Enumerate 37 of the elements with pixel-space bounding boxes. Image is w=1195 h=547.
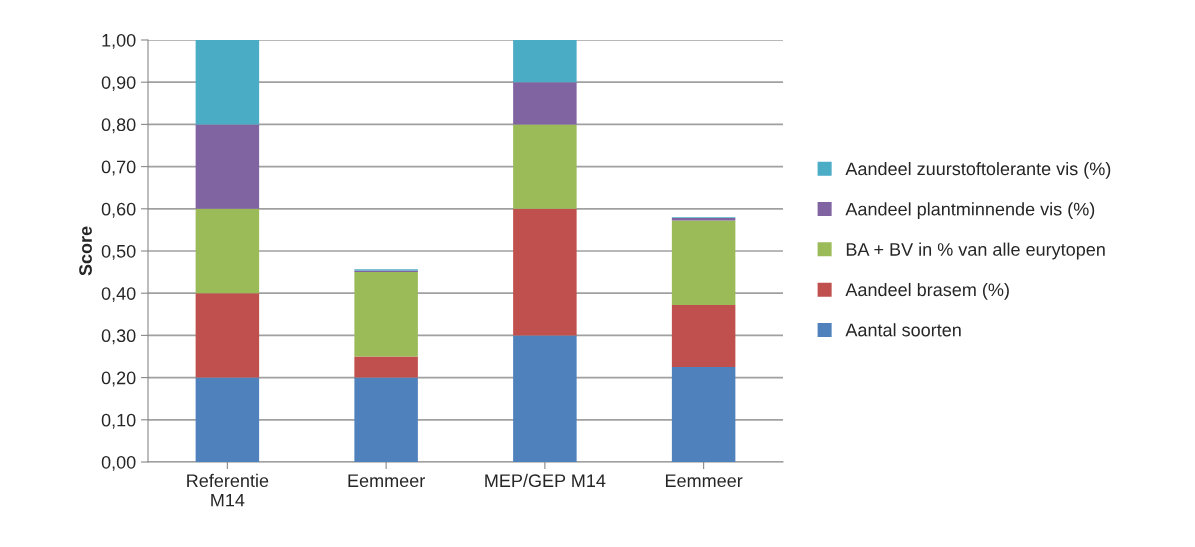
bar [513, 82, 577, 125]
legend-label: BA + BV in % van alle eurytopen [846, 242, 1105, 260]
bar [671, 220, 736, 306]
legend-label: Aantal soorten [845, 323, 961, 337]
bar [513, 40, 577, 83]
bar [513, 335, 577, 462]
y-axis-title: Score [79, 226, 92, 276]
y-tick-label: 0,90 [101, 76, 136, 92]
bar [671, 305, 736, 368]
bar [195, 124, 260, 209]
bar [354, 272, 418, 357]
y-tick-label: 0,80 [101, 118, 136, 134]
y-tick-label: 0,40 [101, 287, 136, 303]
bar [195, 293, 260, 378]
x-tick-label: MEP/GEP M14 [485, 473, 606, 488]
y-tick-label: 0,10 [101, 413, 136, 429]
legend-label: Aandeel brasem (%) [845, 282, 1009, 300]
y-tick-label: 0,20 [101, 371, 136, 387]
bar [195, 208, 260, 294]
y-tick-label: 0,60 [101, 202, 136, 218]
legend-label: Aandeel zuurstoftolerante vis (%) [845, 161, 1111, 179]
y-tick-label: 0,30 [101, 329, 136, 345]
bar [195, 40, 260, 125]
x-tick-label: Referentie M14 [187, 473, 269, 507]
bar [671, 367, 736, 462]
bar [354, 356, 418, 378]
y-tick-label: 0,70 [101, 160, 136, 176]
x-tick-label: Eemmeer [348, 474, 425, 488]
bar [195, 377, 260, 462]
y-tick-label: 0,50 [101, 244, 136, 260]
bar [513, 124, 577, 209]
y-tick-label: 0,00 [101, 455, 136, 471]
bar [513, 208, 577, 336]
x-tick-label: Eemmeer [665, 474, 743, 488]
legend-label: Aandeel plantminnende vis (%) [845, 202, 1095, 220]
bar [354, 377, 418, 462]
y-tick-label: 1,00 [102, 33, 136, 49]
